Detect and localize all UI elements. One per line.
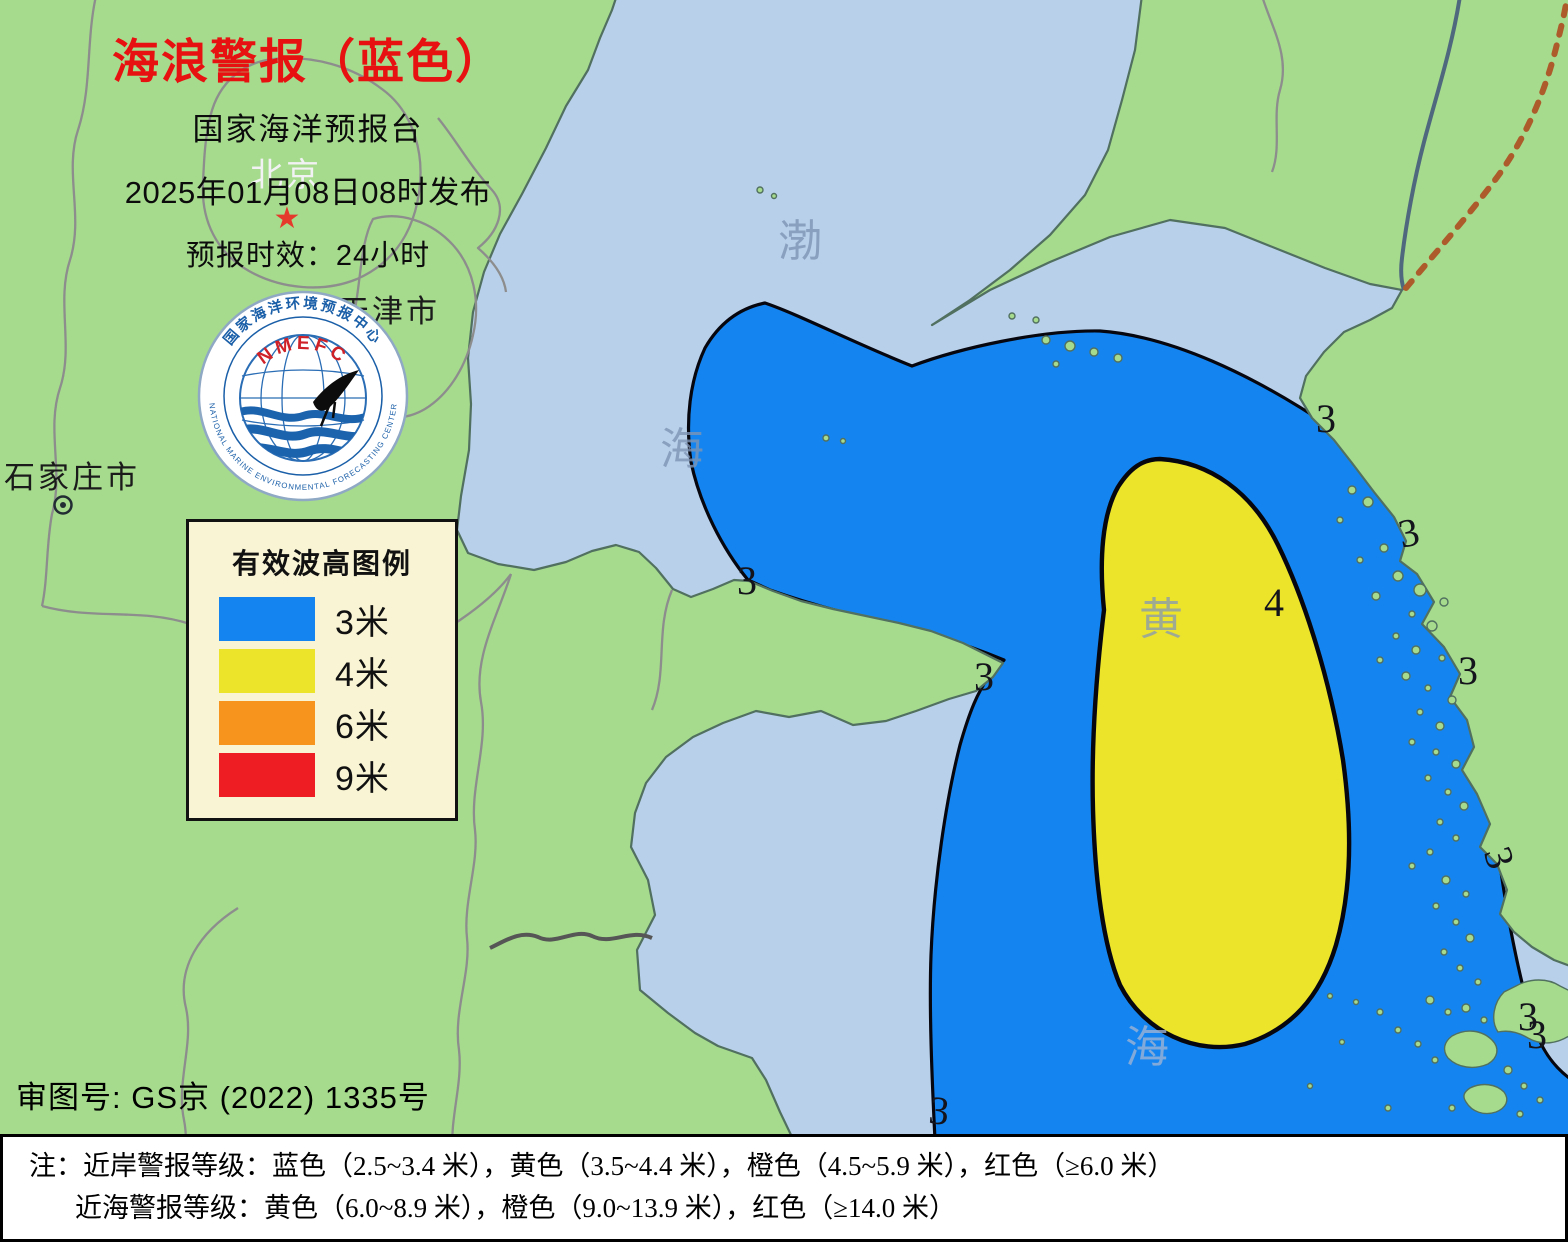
legend-row-9m: 9米 xyxy=(219,752,455,798)
jiangsu-shandong-border xyxy=(489,931,653,950)
national-border-dashed xyxy=(1403,1,1568,291)
sea-label-hai1: 海 xyxy=(660,425,704,474)
legend-label: 3米 xyxy=(335,603,390,642)
legend-row-6m: 6米 xyxy=(219,700,455,746)
sea-label-bo: 渤 xyxy=(778,217,822,266)
province-borders xyxy=(40,0,1285,1213)
note-bar: 注：近岸警报等级：蓝色（2.5~3.4 米），黄色（3.5~4.4 米），橙色（… xyxy=(0,1134,1568,1242)
legend-swatch-blue xyxy=(219,597,315,641)
contour-label: 3 xyxy=(1458,648,1478,693)
legend-row-3m: 3米 xyxy=(219,596,455,642)
legend-swatch-orange xyxy=(219,701,315,745)
legend-title: 有效波高图例 xyxy=(231,548,412,579)
land-northeast-korea xyxy=(930,0,1568,967)
note-line-1: 注：近岸警报等级：蓝色（2.5~3.4 米），黄色（3.5~4.4 米），橙色（… xyxy=(29,1151,1175,1181)
contour-label: 3 xyxy=(1518,994,1538,1039)
legend-swatch-yellow xyxy=(219,649,315,693)
sea-label-hai2: 海 xyxy=(1125,1023,1169,1072)
contour-label: 4 xyxy=(1264,580,1284,625)
tianjin-label: 天津市 xyxy=(338,294,440,329)
contour-label: 3 xyxy=(1316,396,1336,441)
contour-label: 3 xyxy=(927,1087,952,1134)
yalu-river xyxy=(1399,0,1462,291)
shijiazhuang-label: 石家庄市 xyxy=(4,460,140,495)
beijing-label: 北京 xyxy=(250,156,322,193)
legend-label: 4米 xyxy=(335,655,390,694)
legend-swatch-red xyxy=(219,753,315,797)
contour-label: 3 xyxy=(974,654,994,699)
beijing-star-icon: ★ xyxy=(274,202,301,235)
sea-label-huang: 黄 xyxy=(1139,595,1183,644)
islands xyxy=(756,186,1568,1118)
shijiazhuang-marker xyxy=(53,495,73,515)
legend-row-4m: 4米 xyxy=(219,648,455,694)
contour-label: 3 xyxy=(737,558,757,603)
shijiazhuang-marker-dot xyxy=(60,502,66,508)
legend-label: 6米 xyxy=(335,707,390,746)
note-line-2: 近海警报等级：黄色（6.0~8.9 米），橙色（9.0~13.9 米），红色（≥… xyxy=(75,1193,957,1223)
warning-zone-4m xyxy=(1090,456,1352,1050)
sea-name-labels: 渤 海 黄 海 xyxy=(660,217,1183,1072)
wave-height-legend: 有效波高图例 3米 4米 6米 9米 xyxy=(186,519,458,821)
legend-label: 9米 xyxy=(335,759,390,798)
contour-label: 3 xyxy=(1527,1012,1547,1057)
